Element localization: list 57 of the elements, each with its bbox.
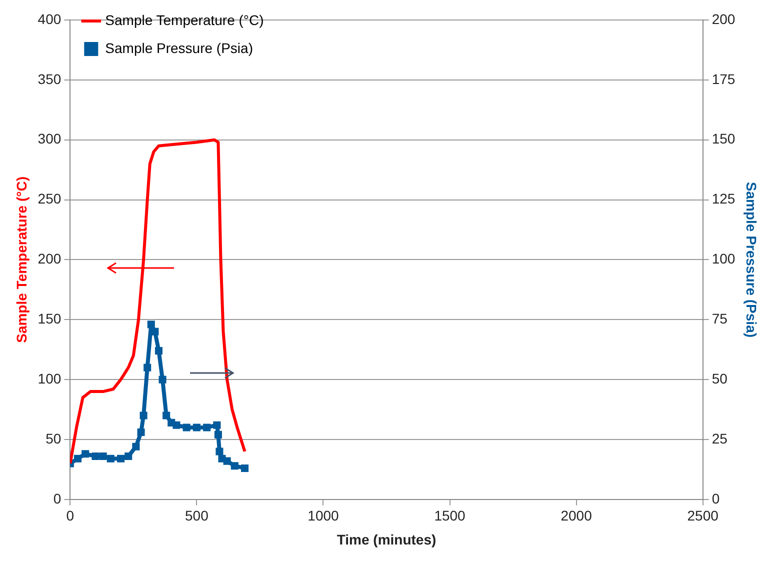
- legend-label: Sample Pressure (Psia): [105, 40, 253, 56]
- point: [154, 347, 162, 355]
- y-tick-label: 150: [38, 310, 62, 326]
- point: [218, 454, 226, 462]
- x-axis-title: Time (minutes): [336, 531, 436, 548]
- y2-tick-label: 100: [712, 250, 736, 267]
- point: [147, 320, 155, 328]
- y2-axis-title: Sample Pressure (Psia): [744, 182, 760, 338]
- point: [192, 424, 200, 432]
- y2-tick-label: 75: [712, 310, 728, 326]
- point: [216, 448, 224, 456]
- point: [74, 454, 82, 462]
- y2-tick-label: 150: [712, 130, 736, 147]
- point: [106, 454, 114, 462]
- point: [158, 376, 166, 384]
- y-tick-label: 200: [38, 250, 62, 267]
- point: [124, 452, 132, 460]
- point: [82, 450, 90, 458]
- y2-tick-label: 175: [712, 70, 736, 87]
- y-tick-label: 100: [38, 370, 62, 386]
- point: [214, 430, 222, 438]
- point: [137, 428, 145, 436]
- point: [168, 418, 176, 426]
- x-tick-label: 1000: [308, 508, 340, 524]
- point: [182, 424, 190, 432]
- point: [172, 421, 180, 429]
- y-tick-label: 250: [38, 190, 62, 207]
- y2-tick-label: 200: [712, 10, 736, 27]
- legend-label: Sample Temperature (°C): [105, 12, 264, 28]
- point: [241, 464, 249, 472]
- y-tick-label: 0: [53, 490, 62, 506]
- point: [99, 452, 107, 460]
- y-tick-label: 300: [38, 130, 62, 147]
- y2-tick-label: 25: [712, 430, 728, 446]
- point: [162, 412, 170, 420]
- y-tick-label: 350: [38, 70, 62, 87]
- point: [132, 442, 140, 450]
- y2-tick-label: 0: [712, 490, 720, 506]
- point: [230, 462, 238, 470]
- point: [117, 454, 125, 462]
- point: [213, 421, 221, 429]
- point: [203, 424, 211, 432]
- y-tick-label: 50: [46, 430, 62, 446]
- point: [92, 452, 100, 460]
- x-tick-label: 2000: [560, 508, 592, 524]
- point: [223, 457, 231, 465]
- x-tick-label: 0: [66, 508, 74, 524]
- y-tick-label: 400: [38, 10, 62, 27]
- point: [144, 364, 152, 372]
- x-tick-label: 500: [185, 508, 209, 524]
- y-axis-title: Sample Temperature (°C): [13, 176, 30, 343]
- y2-tick-label: 50: [712, 370, 728, 386]
- point: [140, 412, 148, 420]
- x-tick-label: 2500: [687, 508, 719, 524]
- point: [151, 328, 159, 336]
- y2-tick-label: 125: [712, 190, 736, 207]
- x-tick-label: 1500: [434, 508, 466, 524]
